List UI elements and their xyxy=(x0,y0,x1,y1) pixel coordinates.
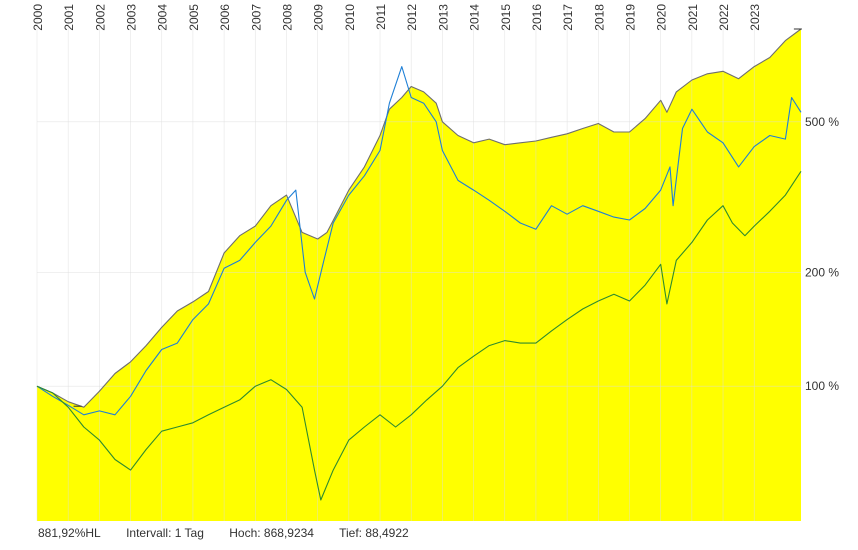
x-tick-label-2004: 2004 xyxy=(156,4,170,31)
x-tick-label-2001: 2001 xyxy=(62,4,76,31)
footer-value: 881,92%HL xyxy=(38,526,101,540)
y-tick-labels: 100 % 200 % 500 % xyxy=(805,115,839,393)
x-tick-label-2023: 2023 xyxy=(748,4,762,31)
x-tick-label-2010: 2010 xyxy=(343,4,357,31)
series-line-1 xyxy=(36,28,802,408)
area-layer xyxy=(37,29,801,521)
x-tick-label-2019: 2019 xyxy=(623,4,637,31)
x-tick-label-2012: 2012 xyxy=(405,4,419,31)
x-tick-label-2017: 2017 xyxy=(561,4,575,31)
x-tick-label-2016: 2016 xyxy=(530,4,544,31)
footer-low: Tief: 88,4922 xyxy=(339,526,409,540)
x-tick-label-2018: 2018 xyxy=(592,4,606,31)
series-area-0 xyxy=(37,29,801,521)
x-tick-label-2022: 2022 xyxy=(717,4,731,31)
line-layer xyxy=(36,28,802,501)
y-tick-label-200: 200 % xyxy=(805,265,839,279)
x-tick-label-2000: 2000 xyxy=(31,4,45,31)
y-tick-label-500: 500 % xyxy=(805,115,839,129)
x-tick-label-2006: 2006 xyxy=(218,4,232,31)
x-tick-label-2014: 2014 xyxy=(468,4,482,31)
x-tick-label-2020: 2020 xyxy=(655,4,669,31)
x-tick-label-2015: 2015 xyxy=(499,4,513,31)
grid-layer xyxy=(36,8,801,521)
x-tick-label-2011: 2011 xyxy=(374,4,388,30)
x-tick-label-2003: 2003 xyxy=(125,4,139,31)
footer-high: Hoch: 868,9234 xyxy=(229,526,314,540)
x-tick-label-2021: 2021 xyxy=(686,4,700,31)
chart-footer: 881,92%HL Intervall: 1 Tag Hoch: 868,923… xyxy=(38,526,431,540)
x-tick-label-2005: 2005 xyxy=(187,4,201,31)
y-tick-label-100: 100 % xyxy=(805,379,839,393)
x-tick-label-2007: 2007 xyxy=(249,4,263,31)
x-tick-label-2013: 2013 xyxy=(436,4,450,31)
x-tick-label-2008: 2008 xyxy=(280,4,294,31)
x-tick-labels: 2000 2001 2002 2003 2004 2005 2006 2007 2008 2009… xyxy=(31,4,762,31)
x-tick-label-2002: 2002 xyxy=(93,4,107,31)
x-tick-label-2009: 2009 xyxy=(312,4,326,31)
series-line-2 xyxy=(36,66,802,416)
series-line-3 xyxy=(36,170,802,501)
footer-interval: Intervall: 1 Tag xyxy=(126,526,204,540)
